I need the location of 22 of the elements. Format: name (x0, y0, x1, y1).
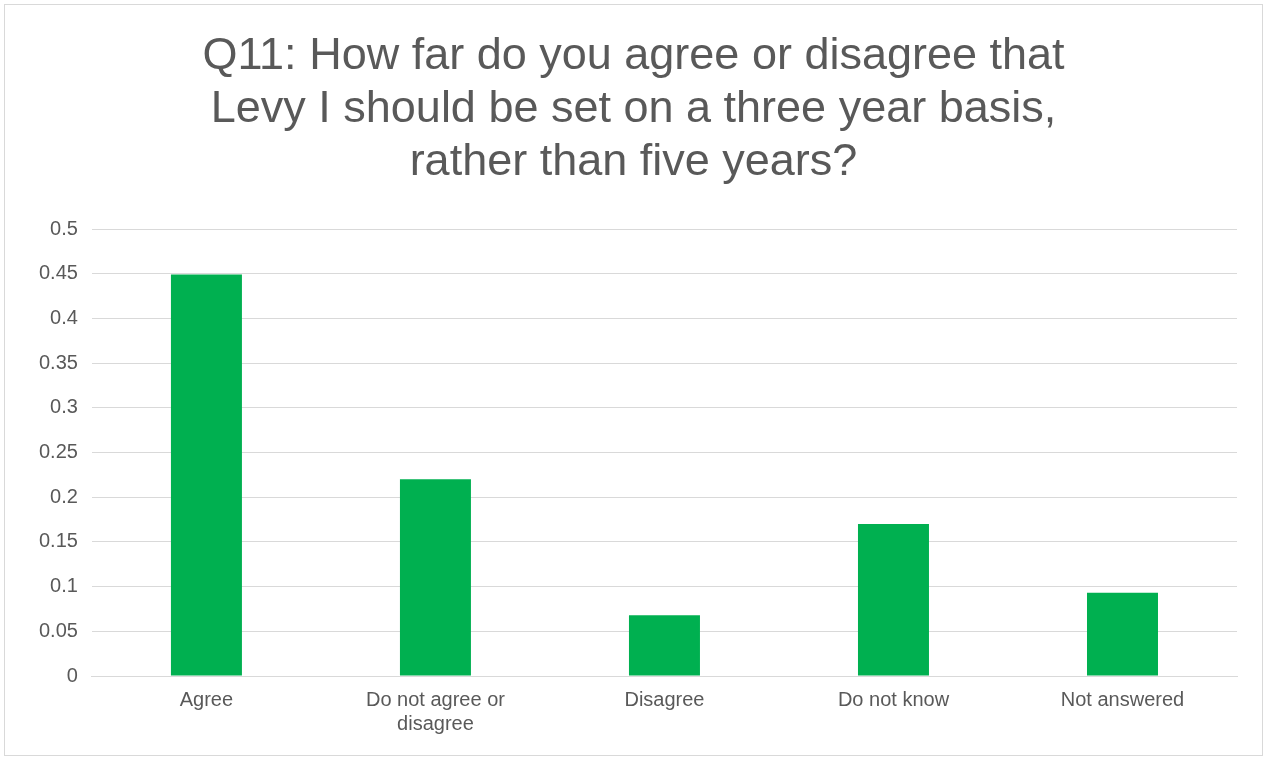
bar (857, 524, 929, 676)
bar (628, 615, 700, 676)
y-tick-label: 0.4 (50, 305, 78, 328)
y-tick-label: 0.35 (38, 350, 78, 373)
y-tick-label: 0.45 (38, 261, 78, 284)
y-tick-label: 0.3 (50, 395, 78, 418)
bar (399, 479, 471, 676)
y-tick-label: 0.05 (38, 618, 78, 641)
bar (170, 274, 242, 676)
y-tick-label: 0.1 (50, 574, 78, 597)
y-tick-label: 0.25 (38, 440, 78, 463)
x-tick-label: Disagree (624, 687, 705, 710)
x-tick-label: Do not know (837, 687, 950, 710)
y-tick-label: 0.15 (38, 529, 78, 552)
x-tick-label: Do not agree or disagree (365, 687, 506, 734)
x-tick-label: Not answered (1060, 687, 1185, 710)
y-tick-label: 0 (66, 663, 78, 686)
bar (1086, 592, 1158, 676)
y-tick-label: 0.2 (50, 484, 78, 507)
chart-title: Q11: How far do you agree or disagree that Levy I should be set on a three year basis, rather than five years? (201, 27, 1066, 186)
y-tick-label: 0.5 (50, 216, 78, 239)
x-tick-label: Agree (179, 687, 234, 710)
